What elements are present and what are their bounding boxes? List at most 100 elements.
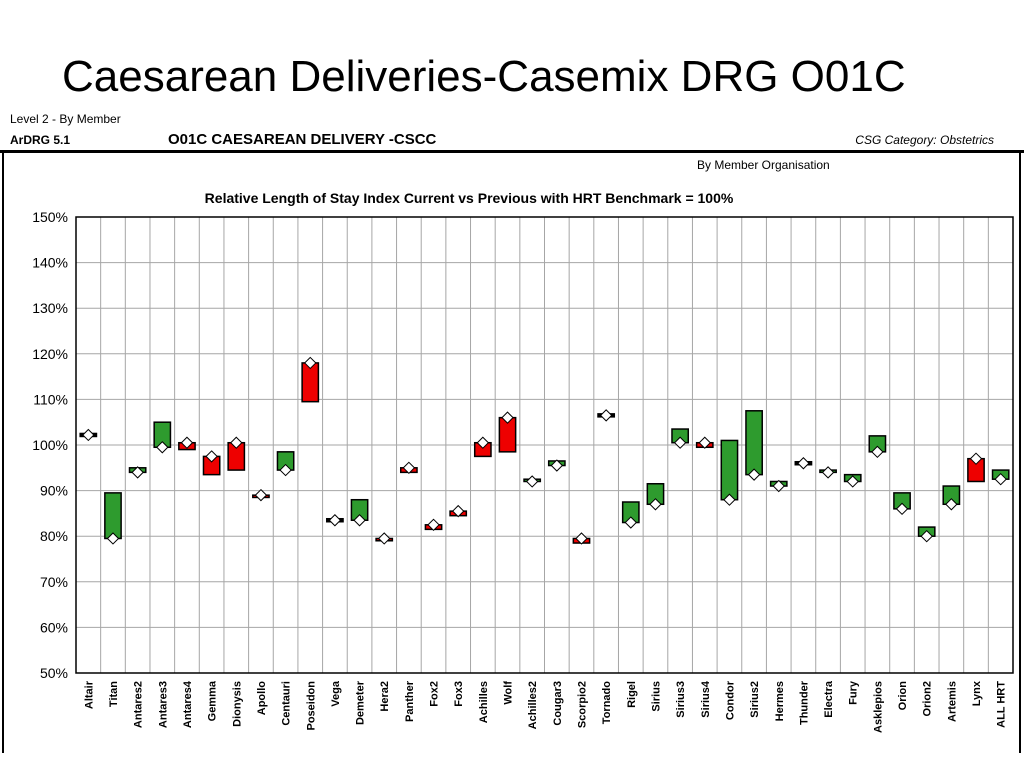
current-marker [156,441,169,454]
current-marker [797,457,810,470]
current-marker [698,436,711,449]
x-tick-label: Orion2 [922,681,934,716]
y-tick-label: 70% [40,574,68,590]
current-marker [649,498,662,511]
drg-label: O01C CAESAREAN DELIVERY -CSCC [168,131,437,148]
bar-condor [720,439,739,501]
current-marker [451,504,465,518]
los-index-chart: Relative Length of Stay Index Current vs… [32,190,1014,733]
y-tick-label: 80% [40,528,68,544]
y-tick-label: 100% [32,437,68,453]
x-tick-label: Sirius3 [675,681,687,718]
x-tick-label: Sirius [650,681,662,712]
chart-title: Relative Length of Stay Index Current vs… [205,190,734,206]
current-marker [378,532,391,545]
x-tick-label: Antares4 [182,680,194,728]
x-axis-labels: Altair Titan Antares2 Antares3 Antares4 Gemma… [83,680,1007,733]
csg-category-label: CSG Category: Obstetrics [855,133,994,147]
x-tick-label: Demeter [355,680,367,725]
x-tick-label: ALL HRT [996,681,1008,728]
current-markers [82,356,1007,545]
x-tick-label: Hermes [774,681,786,721]
x-tick-label: Condor [724,680,736,720]
x-tick-label: Hera2 [379,681,391,712]
current-marker [427,518,440,532]
page-title: Caesarean Deliveries-Casemix DRG O01C [62,52,906,101]
x-tick-label: Scorpio2 [576,681,588,728]
x-tick-label: Panther [404,680,416,722]
bar-sirius2 [745,410,763,476]
current-marker [846,475,859,488]
current-marker [994,472,1007,486]
current-marker [254,488,268,502]
x-tick-label: Sirius4 [700,680,712,718]
x-tick-label: Poseidon [305,681,317,731]
ardrg-version-label: ArDRG 5.1 [10,133,71,147]
current-marker [723,493,736,506]
current-marker [772,479,785,493]
x-tick-label: Vega [330,680,342,707]
x-tick-label: Titan [108,681,120,707]
current-marker [180,436,194,449]
y-tick-label: 150% [32,209,68,225]
current-marker [279,463,292,477]
plot-area-frame [75,216,1014,674]
current-marker [525,475,539,488]
header-divider [0,150,1024,153]
x-tick-label: Apollo [256,681,268,715]
current-marker [501,411,514,424]
by-member-label: By Member Organisation [697,158,830,172]
x-tick-label: Lynx [971,680,983,706]
current-marker [304,356,317,370]
x-tick-label: Achilles [478,681,490,723]
x-tick-label: Asklepios [872,681,884,733]
y-tick-label: 120% [32,346,68,362]
current-marker [673,436,687,449]
x-tick-label: Fox3 [453,681,465,707]
x-tick-label: Fury [848,680,860,705]
current-marker [82,428,95,442]
current-marker [624,516,638,529]
x-tick-label: Altair [83,680,95,709]
x-tick-label: Antares2 [133,681,145,728]
x-tick-label: Electra [823,680,835,718]
x-tick-label: Achilles2 [527,681,539,729]
current-marker [106,532,120,545]
current-marker [945,498,958,511]
x-tick-label: Dionysis [231,681,243,727]
y-tick-label: 60% [40,619,68,635]
x-tick-label: Gemma [207,680,219,721]
y-tick-label: 140% [32,255,68,271]
current-marker [575,532,588,545]
y-axis-ticks: 50% 60% 70% 80% 90% 100% 110% 120% 130% 140% 150% [32,209,68,681]
current-marker [230,436,243,449]
x-tick-label: Artemis [946,681,958,722]
current-marker [920,529,933,543]
current-marker [747,468,761,481]
current-marker [328,514,342,527]
y-tick-label: 90% [40,483,68,499]
current-marker [205,450,218,463]
y-tick-label: 50% [40,665,68,681]
x-tick-label: Cougar3 [552,681,564,726]
current-marker [131,466,144,479]
bar-titan [104,492,122,540]
x-tick-label: Fox2 [429,681,441,707]
x-tick-label: Tornado [601,681,613,724]
current-marker [871,445,884,459]
current-marker [550,459,564,472]
x-tick-label: Thunder [798,680,810,725]
x-tick-label: Orion [897,681,909,711]
x-tick-label: Sirius2 [749,681,761,718]
current-marker [821,466,835,479]
x-tick-label: Centauri [281,681,293,726]
y-tick-label: 110% [33,391,68,407]
x-tick-label: Wolf [503,681,515,705]
current-marker [402,461,416,475]
x-tick-label: Rigel [626,681,638,708]
y-tick-label: 130% [32,300,68,316]
x-tick-label: Antares3 [157,681,169,728]
level-label: Level 2 - By Member [10,112,121,126]
current-marker [599,409,613,422]
current-marker [353,514,366,527]
